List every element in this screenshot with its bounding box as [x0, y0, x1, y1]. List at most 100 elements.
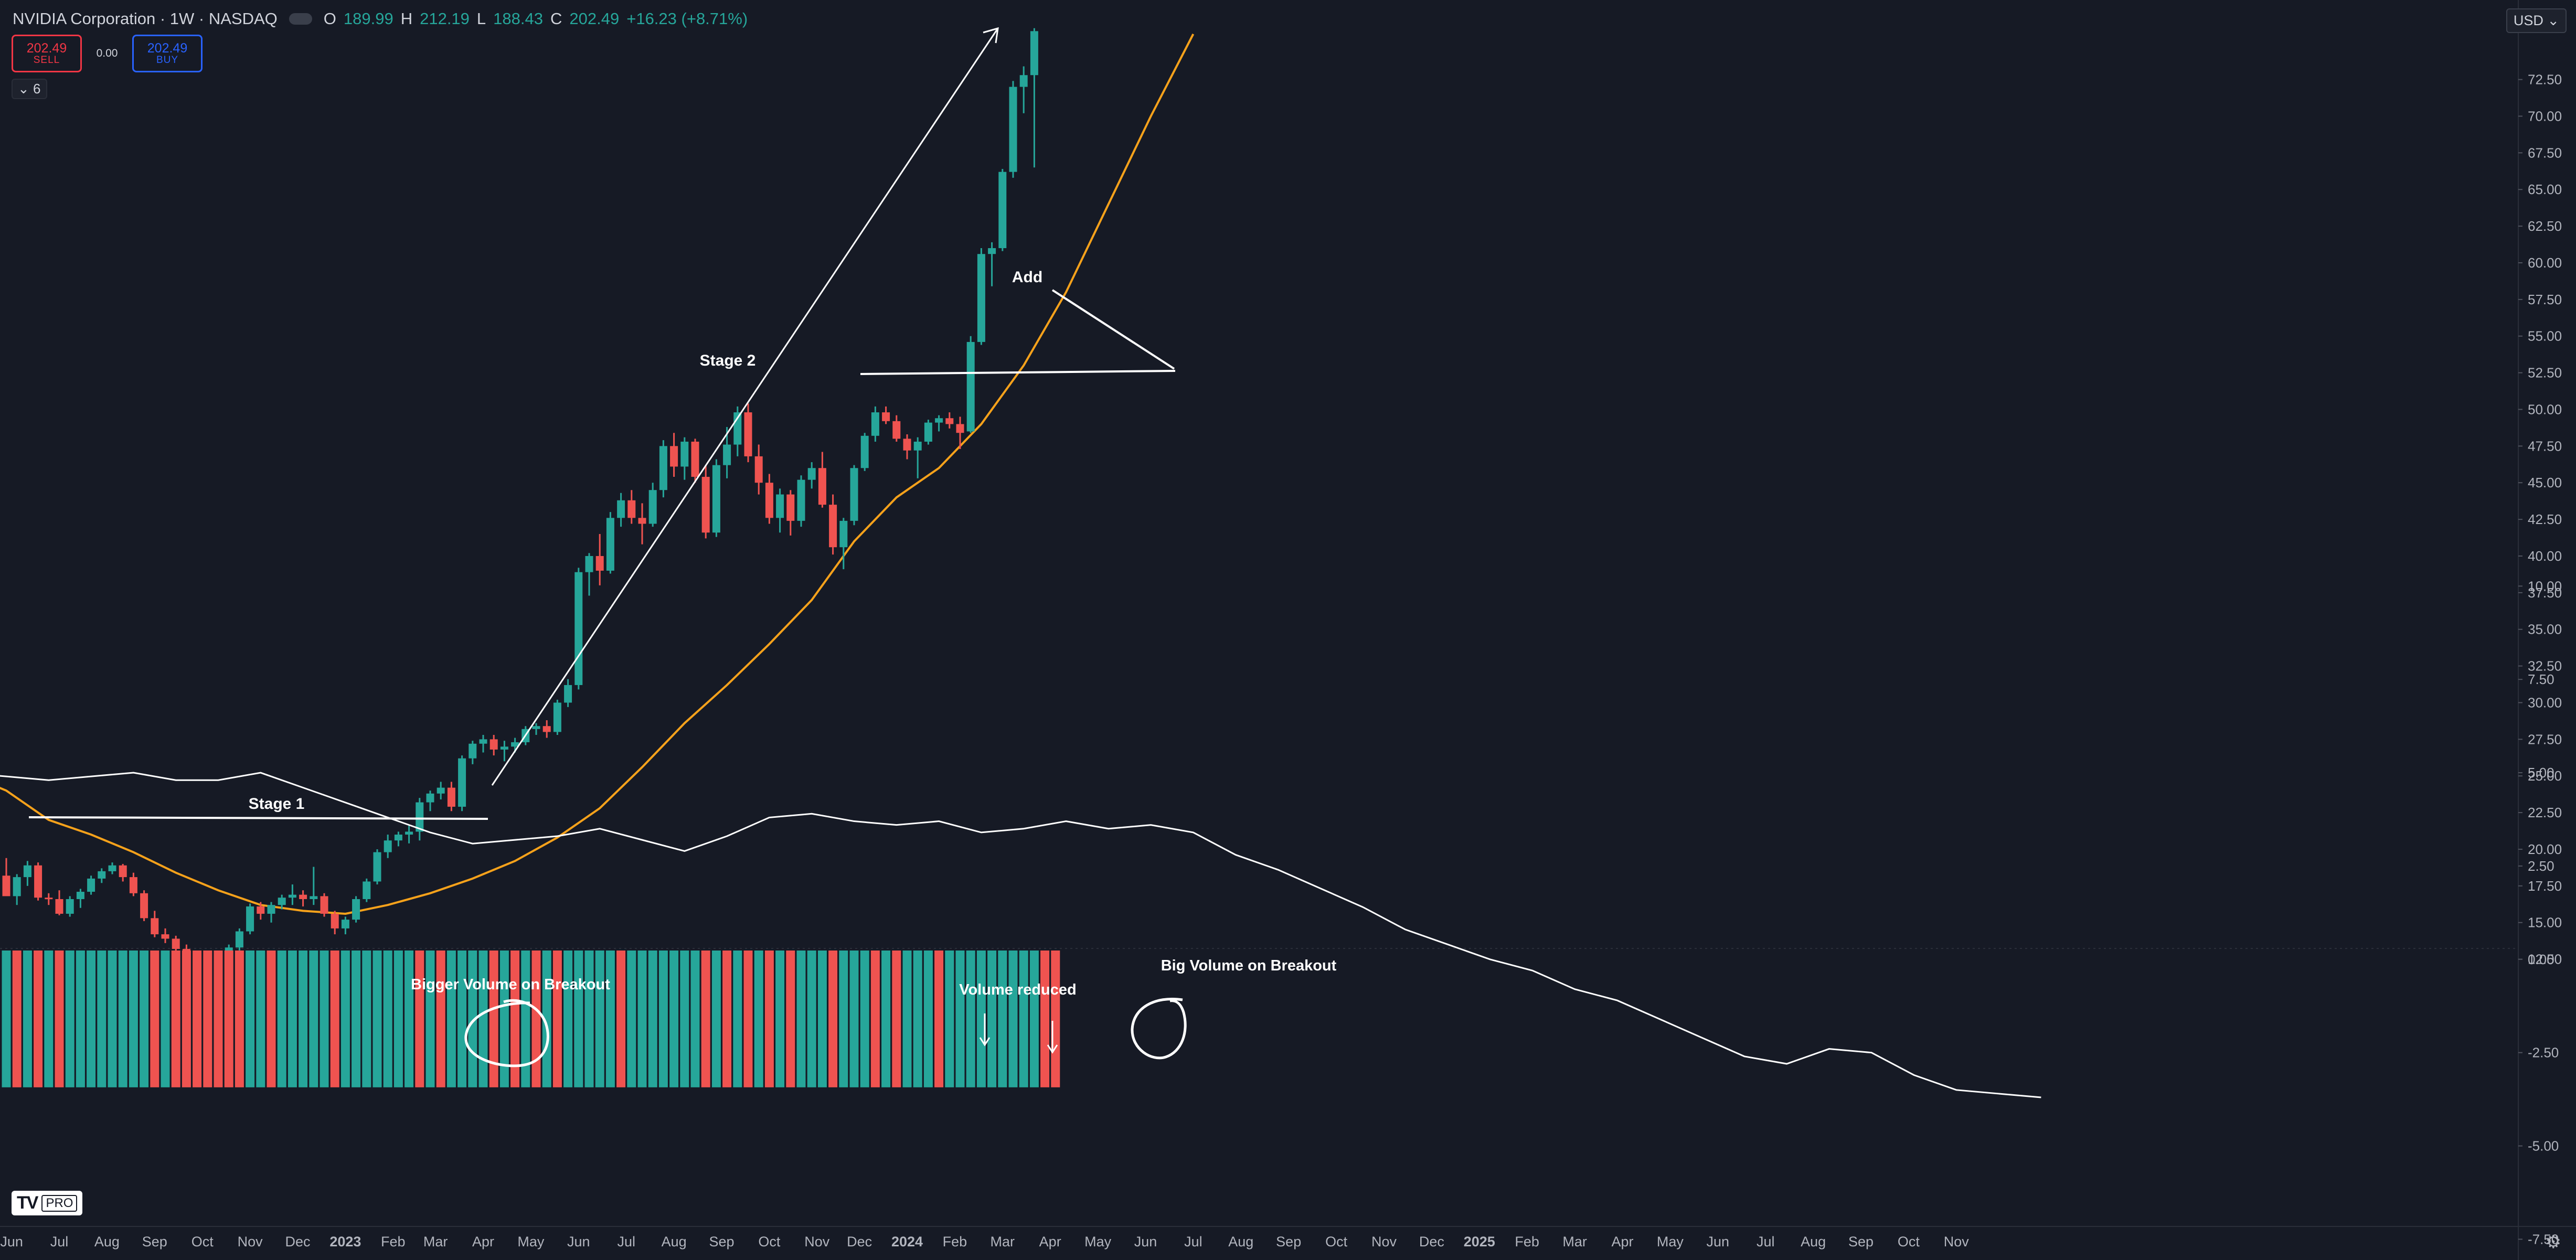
close-label: C — [550, 9, 562, 28]
candle — [55, 890, 63, 915]
time-tick-label: Feb — [1515, 1234, 1539, 1250]
candle-body — [437, 787, 445, 794]
price-tick-label: 25.00 — [2528, 768, 2562, 784]
time-tick-label: 2023 — [329, 1234, 361, 1250]
breakout-resistance-line[interactable] — [860, 370, 1176, 375]
volume-bar — [1008, 951, 1018, 1087]
chevron-down-icon: ⌄ — [18, 81, 29, 97]
candle — [119, 863, 127, 882]
time-tick-label: Dec — [847, 1234, 872, 1250]
candle — [839, 518, 848, 570]
low-label: L — [476, 9, 486, 28]
sell-label: SELL — [33, 55, 60, 66]
volume-bar — [743, 951, 753, 1087]
volume-bar — [923, 951, 933, 1087]
candle — [394, 831, 402, 847]
add-label: Add — [1012, 269, 1042, 286]
volume-bar — [65, 951, 74, 1087]
price-tick-label: 72.50 — [2528, 72, 2562, 88]
candle-body — [797, 479, 805, 521]
time-tick-label: Aug — [1228, 1234, 1253, 1250]
time-tick-label: Apr — [472, 1234, 494, 1250]
symbol-header[interactable]: NVIDIA Corporation · 1W · NASDAQ O 189.99… — [0, 0, 748, 38]
volume-bar — [828, 951, 838, 1087]
candle-body — [320, 896, 328, 914]
candle — [331, 911, 339, 935]
candle-body — [585, 556, 593, 572]
volume-moving-average — [0, 772, 2041, 1098]
time-tick-label: Jul — [50, 1234, 69, 1250]
time-tick-label: Aug — [94, 1234, 120, 1250]
candle — [627, 490, 636, 524]
candle-body — [1030, 31, 1038, 76]
open-value: 189.99 — [343, 9, 393, 28]
volume-bar — [733, 951, 742, 1087]
volume-bar — [330, 951, 339, 1087]
breakout-volume-circle-2023[interactable] — [464, 999, 549, 1067]
gear-icon[interactable]: ⚙ — [2545, 1232, 2561, 1252]
volume-bar — [457, 951, 467, 1087]
sell-button[interactable]: 202.49 SELL — [12, 35, 82, 72]
candle — [988, 242, 996, 286]
candle-body — [299, 894, 307, 900]
volume-bar — [44, 951, 54, 1087]
volume-bar — [1029, 951, 1039, 1087]
volume-bar — [489, 951, 498, 1087]
time-tick-label: Nov — [238, 1234, 263, 1250]
volume-bar — [446, 951, 456, 1087]
candle — [310, 867, 318, 905]
indicators-toggle[interactable]: ⌄ 6 — [12, 79, 47, 99]
candle-body — [956, 424, 964, 433]
time-tick-label: Apr — [1039, 1234, 1061, 1250]
volume-bar — [161, 951, 170, 1087]
candle-body — [935, 418, 943, 423]
buy-button[interactable]: 202.49 BUY — [132, 35, 203, 72]
candle-body — [701, 477, 710, 533]
price-moving-average — [0, 34, 1195, 915]
volume-bar — [299, 951, 308, 1087]
time-tick-label: Nov — [1944, 1234, 1970, 1250]
time-tick-label: Oct — [191, 1234, 214, 1250]
price-tick-label: 67.50 — [2528, 145, 2562, 161]
candle — [903, 434, 911, 460]
candle — [680, 437, 689, 480]
candle — [1009, 81, 1017, 178]
stage2-arrow-line[interactable] — [491, 28, 999, 786]
volume-bar — [12, 951, 22, 1087]
candle — [235, 928, 243, 951]
currency-selector[interactable]: USD ⌄ — [2506, 8, 2567, 33]
candle — [426, 791, 434, 811]
volume-bar — [415, 951, 424, 1087]
volume-bar — [849, 951, 859, 1087]
candle — [606, 512, 614, 574]
volume-bar — [860, 951, 869, 1087]
stage1-trendline[interactable] — [28, 816, 488, 820]
breakout-volume-circle-2024[interactable] — [1131, 998, 1187, 1060]
symbol-title[interactable]: NVIDIA Corporation · 1W · NASDAQ — [13, 9, 278, 28]
candle — [617, 493, 625, 527]
chevron-down-icon: ⌄ — [2547, 13, 2559, 28]
candle-body — [172, 938, 180, 949]
tradingview-logo[interactable]: TV PRO — [12, 1191, 83, 1215]
add-pointer-line[interactable] — [1051, 289, 1175, 370]
candle-body — [384, 840, 392, 852]
volume-bar — [97, 951, 107, 1087]
volume-bar — [521, 951, 530, 1087]
time-tick-label: Aug — [1801, 1234, 1826, 1250]
volume-bar — [246, 951, 255, 1087]
candle — [246, 903, 254, 935]
candle-body — [267, 905, 275, 914]
volume-bar — [945, 951, 954, 1087]
trade-panel: 202.49 SELL 0.00 202.49 BUY — [12, 35, 203, 72]
candle — [13, 874, 21, 905]
time-tick-label: Mar — [423, 1234, 448, 1250]
volume-bar — [627, 951, 636, 1087]
candle-body — [786, 494, 795, 521]
volume-reduced-arrowhead-2 — [1047, 1044, 1058, 1054]
big-volume-label: Big Volume on Breakout — [1161, 957, 1337, 974]
volume-bar — [881, 951, 891, 1087]
volume-bar — [1051, 951, 1060, 1087]
candle-body — [257, 906, 265, 914]
candle — [98, 868, 106, 883]
